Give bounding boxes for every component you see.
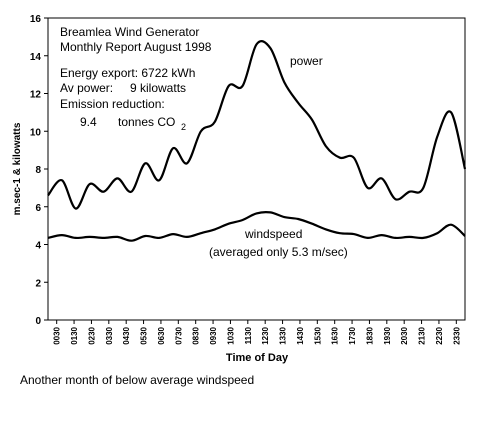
y-tick-label: 14: [30, 52, 42, 63]
y-tick-label: 2: [35, 278, 41, 289]
power-series-line: [47, 40, 467, 210]
y-tick-label: 6: [35, 203, 41, 214]
x-tick-label: 0430: [122, 326, 131, 344]
windspeed-note: (averaged only 5.3 m/sec): [209, 245, 348, 259]
y-tick-label: 0: [35, 316, 41, 327]
report-title-line2: Monthly Report August 1998: [60, 40, 212, 54]
energy-export: Energy export: 6722 kWh: [60, 66, 195, 80]
chart: 0 2 4 6 8 10 12 14 16 0030 0130 0230 0330 0430 0530 06…: [12, 14, 467, 364]
x-tick-label: 1030: [226, 326, 235, 344]
x-tick-label: 0830: [192, 326, 201, 344]
av-power-value: 9 kilowatts: [130, 81, 186, 95]
x-tick-label: 2330: [452, 326, 461, 344]
x-tick-label: 1630: [331, 326, 340, 344]
windspeed-series-line: [47, 211, 466, 242]
x-tick-label: 0030: [53, 326, 62, 344]
x-tick-label: 1230: [261, 326, 270, 344]
emission-value: 9.4: [80, 115, 97, 129]
x-tick-label: 2130: [418, 326, 427, 344]
y-tick-label: 4: [35, 241, 41, 252]
x-tick-label: 1130: [244, 326, 253, 344]
x-tick-label: 1930: [383, 326, 392, 344]
x-axis-ticks: 0030 0130 0230 0330 0430 0530 0630 0730 0830 0930…: [53, 320, 461, 345]
x-tick-label: 1330: [279, 326, 288, 344]
x-tick-label: 0130: [70, 326, 79, 344]
x-axis-label: Time of Day: [226, 352, 289, 364]
av-power-label: Av power:: [60, 81, 113, 95]
series-lines: [47, 40, 467, 242]
x-tick-label: 2030: [400, 326, 409, 344]
x-tick-label: 1430: [296, 326, 305, 344]
x-tick-label: 0930: [209, 326, 218, 344]
plot-frame: [47, 17, 466, 321]
x-tick-label: 0330: [105, 326, 114, 344]
x-tick-label: 0230: [87, 326, 96, 344]
y-tick-label: 16: [30, 14, 42, 25]
emission-unit-subscript: 2: [181, 122, 186, 132]
x-tick-label: 1530: [313, 326, 322, 344]
x-tick-label: 1730: [348, 326, 357, 344]
x-tick-label: 0530: [140, 326, 149, 344]
report-title-line1: Breamlea Wind Generator: [60, 25, 199, 39]
emission-unit: tonnes CO: [118, 115, 175, 129]
y-tick-label: 10: [30, 127, 42, 138]
x-tick-label: 2230: [435, 326, 444, 344]
power-series-label: power: [290, 54, 323, 68]
windspeed-series-label: windspeed: [244, 227, 302, 241]
y-tick-label: 12: [30, 90, 42, 101]
emission-label: Emission reduction:: [60, 97, 165, 111]
x-tick-label: 1830: [365, 326, 374, 344]
y-axis-ticks: 0 2 4 6 8 10 12 14 16: [30, 14, 48, 327]
y-axis-label: m.sec-1 & kilowatts: [12, 122, 23, 215]
x-tick-label: 0730: [174, 326, 183, 344]
x-tick-label: 0630: [157, 326, 166, 344]
chart-caption: Another month of below average windspeed: [20, 373, 255, 387]
y-tick-label: 8: [35, 165, 41, 176]
